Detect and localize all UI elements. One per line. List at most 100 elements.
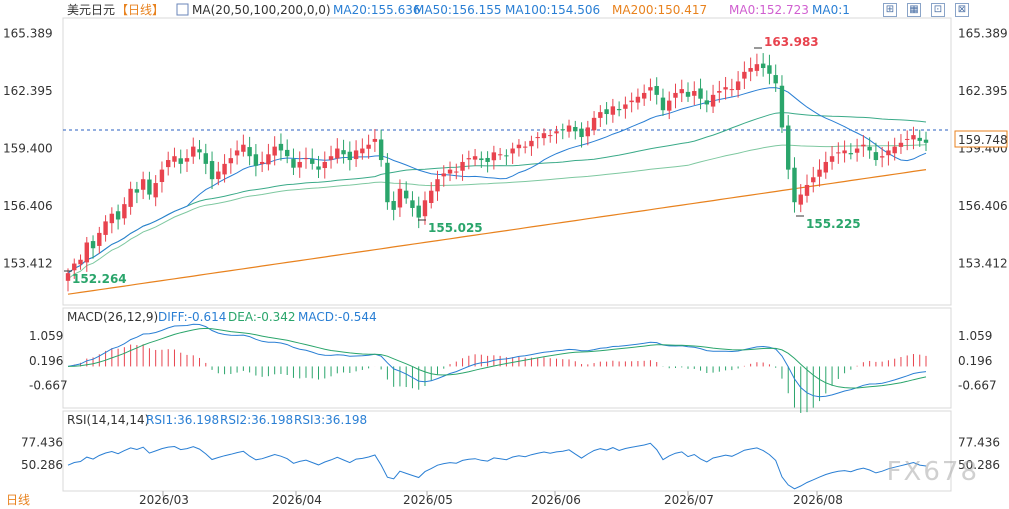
candle-body — [861, 144, 866, 147]
x-tick-label: 2026/04 — [272, 493, 322, 507]
macd-panel-frame — [62, 307, 952, 409]
ma-value-3: MA200:150.417 — [612, 3, 707, 17]
candle-body — [923, 139, 929, 143]
price-tick-right: 165.389 — [958, 27, 1008, 41]
x-tick-label: 2026/05 — [403, 493, 453, 507]
candle-body — [266, 154, 271, 165]
ma-label: MA(20,50,100,200,0,0) — [192, 3, 331, 17]
candle-body — [566, 125, 572, 132]
candle-body — [303, 158, 309, 160]
candle-body — [203, 153, 208, 164]
rsi-tick-right: 50.286 — [958, 458, 1000, 472]
candle-body — [591, 117, 597, 131]
candle-body — [97, 232, 102, 246]
candle-body — [234, 150, 240, 156]
rsi1-value: RSI1:36.198 — [146, 413, 219, 427]
candle-body — [429, 190, 434, 203]
candle-body — [667, 100, 672, 111]
candle-body — [184, 158, 190, 162]
candle-body — [510, 148, 515, 154]
candle-body — [216, 171, 221, 180]
candle-body — [579, 128, 584, 138]
candle-body — [122, 204, 127, 219]
candle-body — [159, 169, 165, 183]
candle-body — [172, 156, 177, 162]
candle-body — [717, 91, 722, 93]
candle-body — [917, 137, 922, 141]
macd-diff-line — [67, 323, 927, 398]
chart-header: 美元日元 【日线】 MA(20,50,100,200,0,0) — [67, 3, 331, 17]
candle-body — [134, 189, 140, 193]
candle-body — [867, 146, 872, 151]
candle-body — [109, 213, 115, 224]
candle-body — [886, 150, 891, 156]
rsi2-value: RSI2:36.198 — [220, 413, 293, 427]
candle-body — [892, 146, 897, 154]
candle-body — [310, 159, 315, 164]
candle-body — [685, 91, 691, 97]
candle-body — [754, 64, 760, 71]
ma-value-4: MA0:152.723 — [729, 3, 809, 17]
candle-body — [698, 88, 703, 99]
candle-body — [735, 81, 741, 90]
rsi-tick-left: 77.436 — [21, 436, 63, 450]
zoom-button[interactable]: ⊞ — [883, 3, 897, 17]
candle-body — [241, 144, 246, 152]
period-button[interactable]: 日线 — [6, 493, 31, 507]
price-tick-left: 159.400 — [3, 142, 53, 156]
settings-icon: ▦ — [909, 4, 919, 15]
close-button[interactable]: ⊠ — [955, 3, 969, 17]
candle-body — [792, 167, 797, 203]
candle-body — [773, 75, 778, 84]
candle-body — [366, 144, 371, 149]
annotation-low-3: 155.225 — [806, 217, 861, 231]
candle-body — [529, 140, 534, 147]
candle-body — [629, 100, 634, 103]
settings-button[interactable]: ▦ — [907, 3, 921, 17]
candle-body — [522, 146, 528, 148]
candle-body — [140, 179, 146, 190]
ma200-line — [67, 169, 927, 295]
candle-body — [548, 135, 553, 137]
candle-body — [228, 158, 234, 164]
candle-body — [128, 188, 133, 207]
candle-body — [441, 173, 446, 177]
candle-body — [479, 158, 484, 161]
annotation-low-1: 152.264 — [72, 272, 127, 286]
macd-value: MACD:-0.544 — [298, 310, 377, 324]
price-tick-right: 156.406 — [958, 199, 1008, 213]
candle-body — [704, 100, 710, 105]
price-tick-left: 156.406 — [3, 199, 53, 213]
candle-body — [817, 169, 822, 177]
ma100-line — [67, 144, 927, 280]
macd-tick-left: -0.667 — [29, 379, 68, 393]
candle-body — [347, 151, 353, 161]
candle-body — [322, 161, 327, 169]
ma20-line — [67, 87, 927, 274]
ma-checkbox — [176, 3, 189, 16]
candle-body — [197, 149, 202, 153]
ma-value-2: MA100:154.506 — [505, 3, 600, 17]
candle-body — [905, 138, 910, 140]
candle-body — [623, 104, 628, 109]
candle-body — [641, 92, 647, 99]
candle-body — [748, 68, 753, 72]
ma-value-5: MA0:1 — [812, 3, 850, 17]
price-tick-left: 153.412 — [3, 256, 53, 270]
candle-body — [147, 179, 152, 195]
period-label: 【日线】 — [116, 3, 164, 17]
candle-body — [466, 158, 472, 160]
candle-body — [291, 159, 296, 168]
fullscreen-button[interactable]: ⊡ — [931, 3, 945, 17]
candle-body — [272, 146, 277, 156]
candle-body — [410, 200, 415, 208]
rsi-tick-left: 50.286 — [21, 458, 63, 472]
rsi-panel-frame — [62, 410, 952, 492]
candle-body — [635, 96, 641, 103]
macd-dea-line — [67, 327, 927, 389]
candle-body — [222, 163, 227, 175]
candle-body — [84, 242, 89, 263]
candle-body — [341, 150, 346, 155]
symbol-name: 美元日元 — [67, 3, 115, 17]
candle-body — [616, 109, 622, 111]
